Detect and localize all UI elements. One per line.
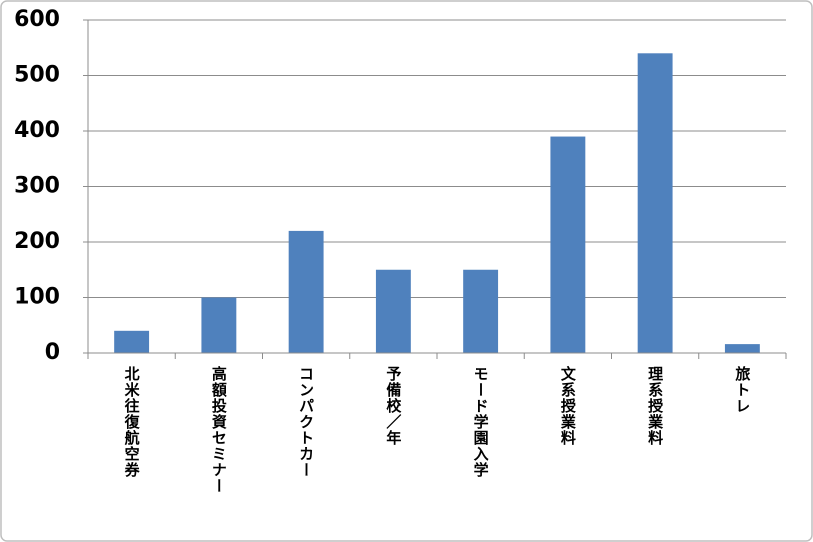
x-tick-label: 高額投資セミナー	[210, 365, 228, 494]
x-tick-label: モード学園入学	[472, 366, 490, 478]
bar	[288, 230, 324, 353]
x-tick-label: 旅トレ	[733, 365, 751, 414]
bar	[114, 330, 150, 353]
y-tick-label: 100	[14, 285, 60, 310]
y-tick-label: 400	[14, 118, 60, 143]
bar	[550, 136, 586, 353]
y-tick-label: 200	[14, 229, 60, 254]
x-tick-label: 予備校／年	[384, 366, 402, 446]
x-tick-label: 文系授業料	[559, 365, 577, 446]
bar	[201, 297, 237, 353]
y-tick-label: 500	[14, 63, 60, 88]
y-tick-label: 300	[14, 174, 60, 199]
y-tick-label: 0	[45, 340, 60, 365]
bar	[463, 269, 499, 353]
x-tick-label: 理系授業料	[646, 366, 664, 446]
bar	[724, 344, 760, 353]
x-tick-label: コンパクトカー	[297, 366, 315, 478]
bar	[637, 53, 673, 354]
x-tick-label: 北米往復航空券	[123, 366, 141, 478]
bar	[375, 269, 411, 353]
y-tick-label: 600	[14, 7, 60, 32]
